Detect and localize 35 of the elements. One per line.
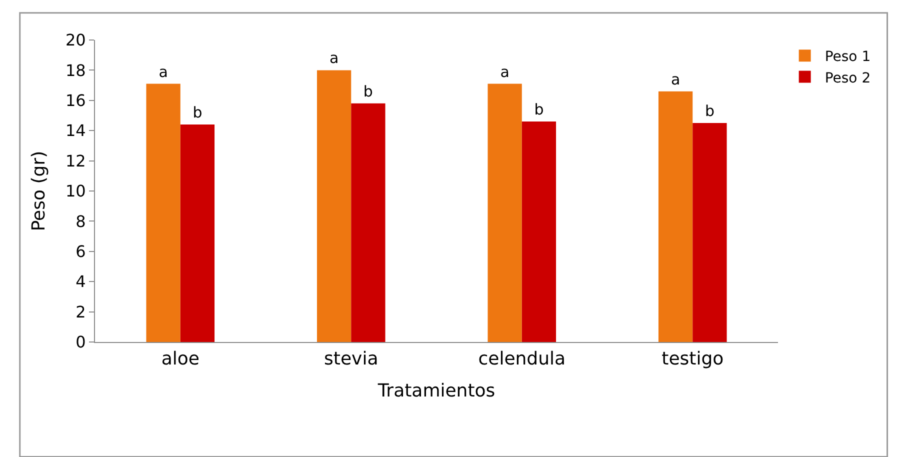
data-label: b [534, 100, 544, 119]
bar [658, 91, 693, 342]
data-label: a [158, 62, 168, 81]
x-axis-title: Tratamientos [376, 380, 496, 402]
y-tick-label: 10 [65, 182, 86, 201]
y-tick-label: 16 [65, 91, 86, 110]
legend-label: Peso 2 [824, 70, 871, 86]
y-tick-label: 0 [76, 332, 86, 352]
data-label: a [670, 70, 680, 88]
bar [180, 124, 215, 342]
y-tick-label: 14 [65, 121, 86, 140]
bar [692, 123, 727, 342]
x-tick-label: aloe [161, 348, 200, 370]
y-tick-label: 8 [76, 212, 86, 231]
y-tick-label: 12 [65, 151, 86, 170]
legend-label: Peso 1 [824, 49, 871, 66]
bar [146, 84, 180, 342]
x-tick-label: stevia [324, 348, 378, 370]
bar [351, 103, 386, 342]
data-label: a [500, 62, 510, 81]
data-label: b [192, 104, 202, 122]
x-tick-label: celendula [478, 348, 566, 370]
y-tick-label: 18 [65, 60, 86, 80]
x-tick-label: testigo [662, 348, 724, 370]
bar [488, 84, 522, 342]
y-tick-label: 4 [76, 272, 86, 292]
y-tick-label: 6 [76, 242, 86, 261]
y-tick-label: 2 [76, 302, 86, 322]
data-label: b [704, 102, 714, 120]
y-tick-label: 20 [65, 30, 86, 50]
bar [316, 70, 352, 342]
data-label: a [329, 49, 339, 68]
y-axis-title: Peso (gr) [28, 150, 50, 232]
bar [522, 122, 556, 342]
data-label: b [363, 82, 373, 100]
